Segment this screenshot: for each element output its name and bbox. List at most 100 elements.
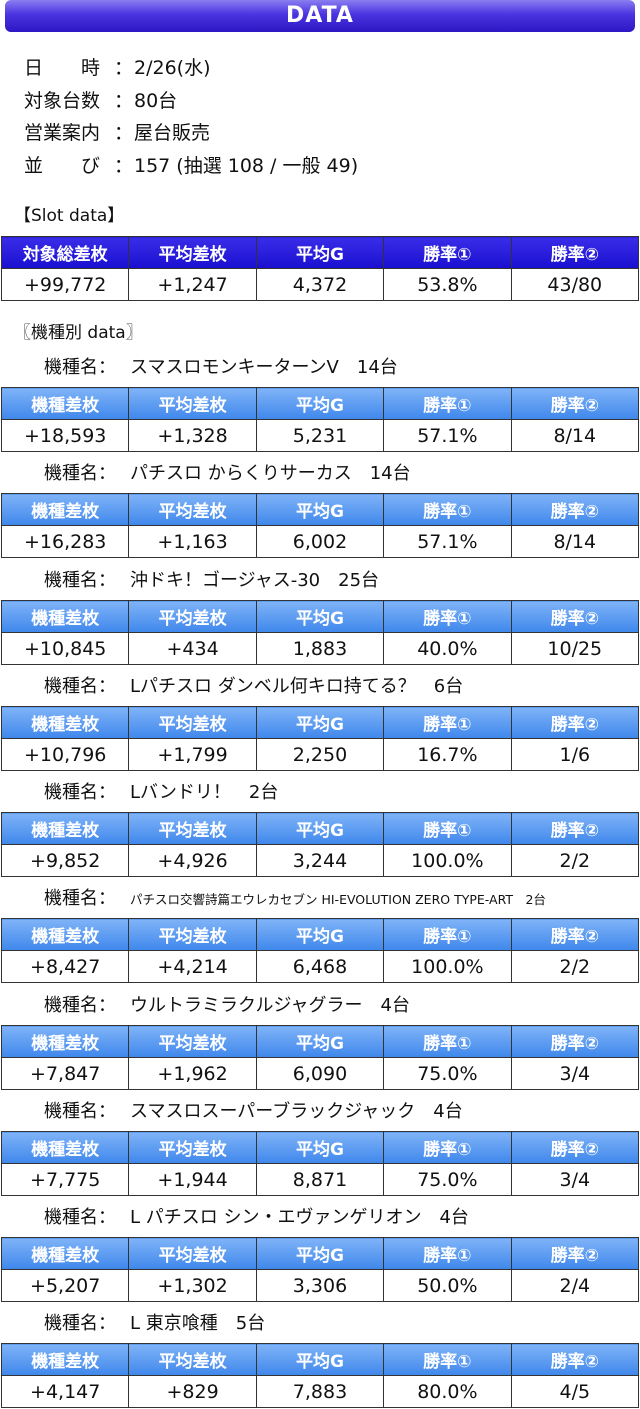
table-cell: 3,306	[255, 1269, 385, 1302]
column-header: 機種差枚	[0, 1025, 130, 1058]
table-cell: 6,002	[255, 525, 385, 558]
column-header: 機種差枚	[0, 387, 130, 420]
table-cell: +4,926	[128, 844, 257, 877]
column-header: 平均差枚	[128, 918, 257, 951]
table-cell: +4,214	[128, 950, 257, 983]
table-cell: 8,871	[255, 1163, 385, 1196]
column-header: 平均差枚	[128, 1131, 257, 1164]
model-label: 機種名：	[44, 357, 116, 378]
table-cell: 5,231	[255, 419, 385, 452]
column-header: 勝率①	[383, 706, 512, 739]
table-cell: 40.0%	[383, 632, 512, 665]
column-header: 平均G	[255, 387, 385, 420]
model-data-table: 機種差枚 平均差枚 平均G 勝率① 勝率② +16,283 +1,163 6,002 57.1%…	[0, 493, 640, 558]
column-header: 平均差枚	[128, 236, 257, 269]
table-cell: +1,163	[128, 525, 257, 558]
column-header: 勝率②	[510, 236, 640, 269]
model-data-table: 機種差枚 平均差枚 平均G 勝率① 勝率② +10,796 +1,799 2,250 16.7%…	[0, 706, 640, 771]
table-header-row: 機種差枚 平均差枚 平均G 勝率① 勝率②	[0, 1025, 640, 1058]
column-header: 平均差枚	[128, 600, 257, 633]
table-cell: 7,883	[255, 1375, 385, 1408]
table-header-row: 機種差枚 平均差枚 平均G 勝率① 勝率②	[0, 918, 640, 951]
model-label: 機種名：	[44, 1313, 116, 1334]
table-cell: 3/4	[510, 1057, 640, 1090]
table-cell: +9,852	[0, 844, 130, 877]
model-name-line: 機種名： L パチスロ シン・エヴァンゲリオン 4台	[44, 1204, 469, 1232]
table-row: +16,283 +1,163 6,002 57.1% 8/14	[0, 525, 640, 558]
column-header: 対象総差枚	[0, 236, 130, 269]
column-header: 勝率②	[510, 812, 640, 845]
table-cell: 50.0%	[383, 1269, 512, 1302]
table-cell: 75.0%	[383, 1057, 512, 1090]
table-cell: +1,302	[128, 1269, 257, 1302]
table-cell: 57.1%	[383, 525, 512, 558]
column-header: 勝率①	[383, 1343, 512, 1376]
info-row-date: 日 時 ：2/26(水)	[24, 53, 211, 83]
column-header: 勝率①	[383, 812, 512, 845]
model-name-line: 機種名： スマスロモンキーターンV 14台	[44, 354, 398, 382]
model-data-heading: 〖機種別 data〗	[14, 323, 143, 343]
column-header: 平均差枚	[128, 706, 257, 739]
model-name: パチスロ交響詩篇エウレカセブン HI-EVOLUTION ZERO TYPE-A…	[130, 892, 546, 907]
page-title: DATA	[5, 0, 635, 32]
table-row: +8,427 +4,214 6,468 100.0% 2/2	[0, 950, 640, 983]
table-cell: 2/4	[510, 1269, 640, 1302]
table-cell: +1,247	[128, 268, 257, 301]
model-data-table: 機種差枚 平均差枚 平均G 勝率① 勝率② +7,847 +1,962 6,090 75.0% 3…	[0, 1025, 640, 1090]
table-cell: 4,372	[255, 268, 385, 301]
info-row-queue: 並 び ：157 (抽選 108 / 一般 49)	[24, 151, 358, 181]
table-row: +7,847 +1,962 6,090 75.0% 3/4	[0, 1057, 640, 1090]
column-header: 機種差枚	[0, 918, 130, 951]
table-cell: 75.0%	[383, 1163, 512, 1196]
table-cell: 6,468	[255, 950, 385, 983]
column-header: 勝率②	[510, 600, 640, 633]
info-row-machines: 対象台数 ：80台	[24, 86, 177, 116]
table-header-row: 機種差枚 平均差枚 平均G 勝率① 勝率②	[0, 387, 640, 420]
info-value: 屋台販売	[134, 122, 211, 144]
table-cell: +8,427	[0, 950, 130, 983]
model-name: スマスロモンキーターンV 14台	[130, 357, 398, 378]
model-name: L 東京喰種 5台	[130, 1313, 266, 1334]
table-cell: 80.0%	[383, 1375, 512, 1408]
table-cell: +1,944	[128, 1163, 257, 1196]
table-cell: 2/2	[510, 950, 640, 983]
table-cell: 8/14	[510, 419, 640, 452]
column-header: 勝率①	[383, 918, 512, 951]
table-cell: 1/6	[510, 738, 640, 771]
model-label: 機種名：	[44, 570, 116, 591]
model-name: Lパチスロ ダンベル何キロ持てる？ 6台	[130, 676, 464, 697]
column-header: 機種差枚	[0, 1237, 130, 1270]
table-row: +10,796 +1,799 2,250 16.7% 1/6	[0, 738, 640, 771]
column-header: 平均G	[255, 918, 385, 951]
table-cell: 2,250	[255, 738, 385, 771]
column-header: 機種差枚	[0, 812, 130, 845]
column-header: 平均G	[255, 812, 385, 845]
model-data-table: 機種差枚 平均差枚 平均G 勝率① 勝率② +8,427 +4,214 6,468 100.0%…	[0, 918, 640, 983]
table-cell: +1,799	[128, 738, 257, 771]
table-row: +4,147 +829 7,883 80.0% 4/5	[0, 1375, 640, 1408]
column-header: 機種差枚	[0, 706, 130, 739]
column-header: 平均差枚	[128, 812, 257, 845]
table-row: +10,845 +434 1,883 40.0% 10/25	[0, 632, 640, 665]
column-header: 平均G	[255, 1237, 385, 1270]
model-name-line: 機種名： パチスロ交響詩篇エウレカセブン HI-EVOLUTION ZERO TY…	[44, 885, 546, 913]
table-cell: +1,962	[128, 1057, 257, 1090]
model-name: Lバンドリ！ 2台	[130, 782, 279, 803]
info-key: 並 び	[24, 155, 101, 177]
column-header: 機種差枚	[0, 600, 130, 633]
table-cell: 57.1%	[383, 419, 512, 452]
column-header: 勝率②	[510, 1131, 640, 1164]
table-header-row: 機種差枚 平均差枚 平均G 勝率① 勝率②	[0, 1237, 640, 1270]
table-header-row: 機種差枚 平均差枚 平均G 勝率① 勝率②	[0, 706, 640, 739]
column-header: 勝率①	[383, 236, 512, 269]
info-value: 157 (抽選 108 / 一般 49)	[134, 155, 359, 177]
model-data-table: 機種差枚 平均差枚 平均G 勝率① 勝率② +18,593 +1,328 5,231 57.1%…	[0, 387, 640, 452]
column-header: 平均G	[255, 706, 385, 739]
model-label: 機種名：	[44, 463, 116, 484]
column-header: 平均G	[255, 236, 385, 269]
table-cell: +5,207	[0, 1269, 130, 1302]
model-data-table: 機種差枚 平均差枚 平均G 勝率① 勝率② +4,147 +829 7,883 80.0% 4/5	[0, 1343, 640, 1408]
column-header: 平均差枚	[128, 387, 257, 420]
model-data-table: 機種差枚 平均差枚 平均G 勝率① 勝率② +5,207 +1,302 3,306 50.0% 2…	[0, 1237, 640, 1302]
column-header: 勝率①	[383, 600, 512, 633]
